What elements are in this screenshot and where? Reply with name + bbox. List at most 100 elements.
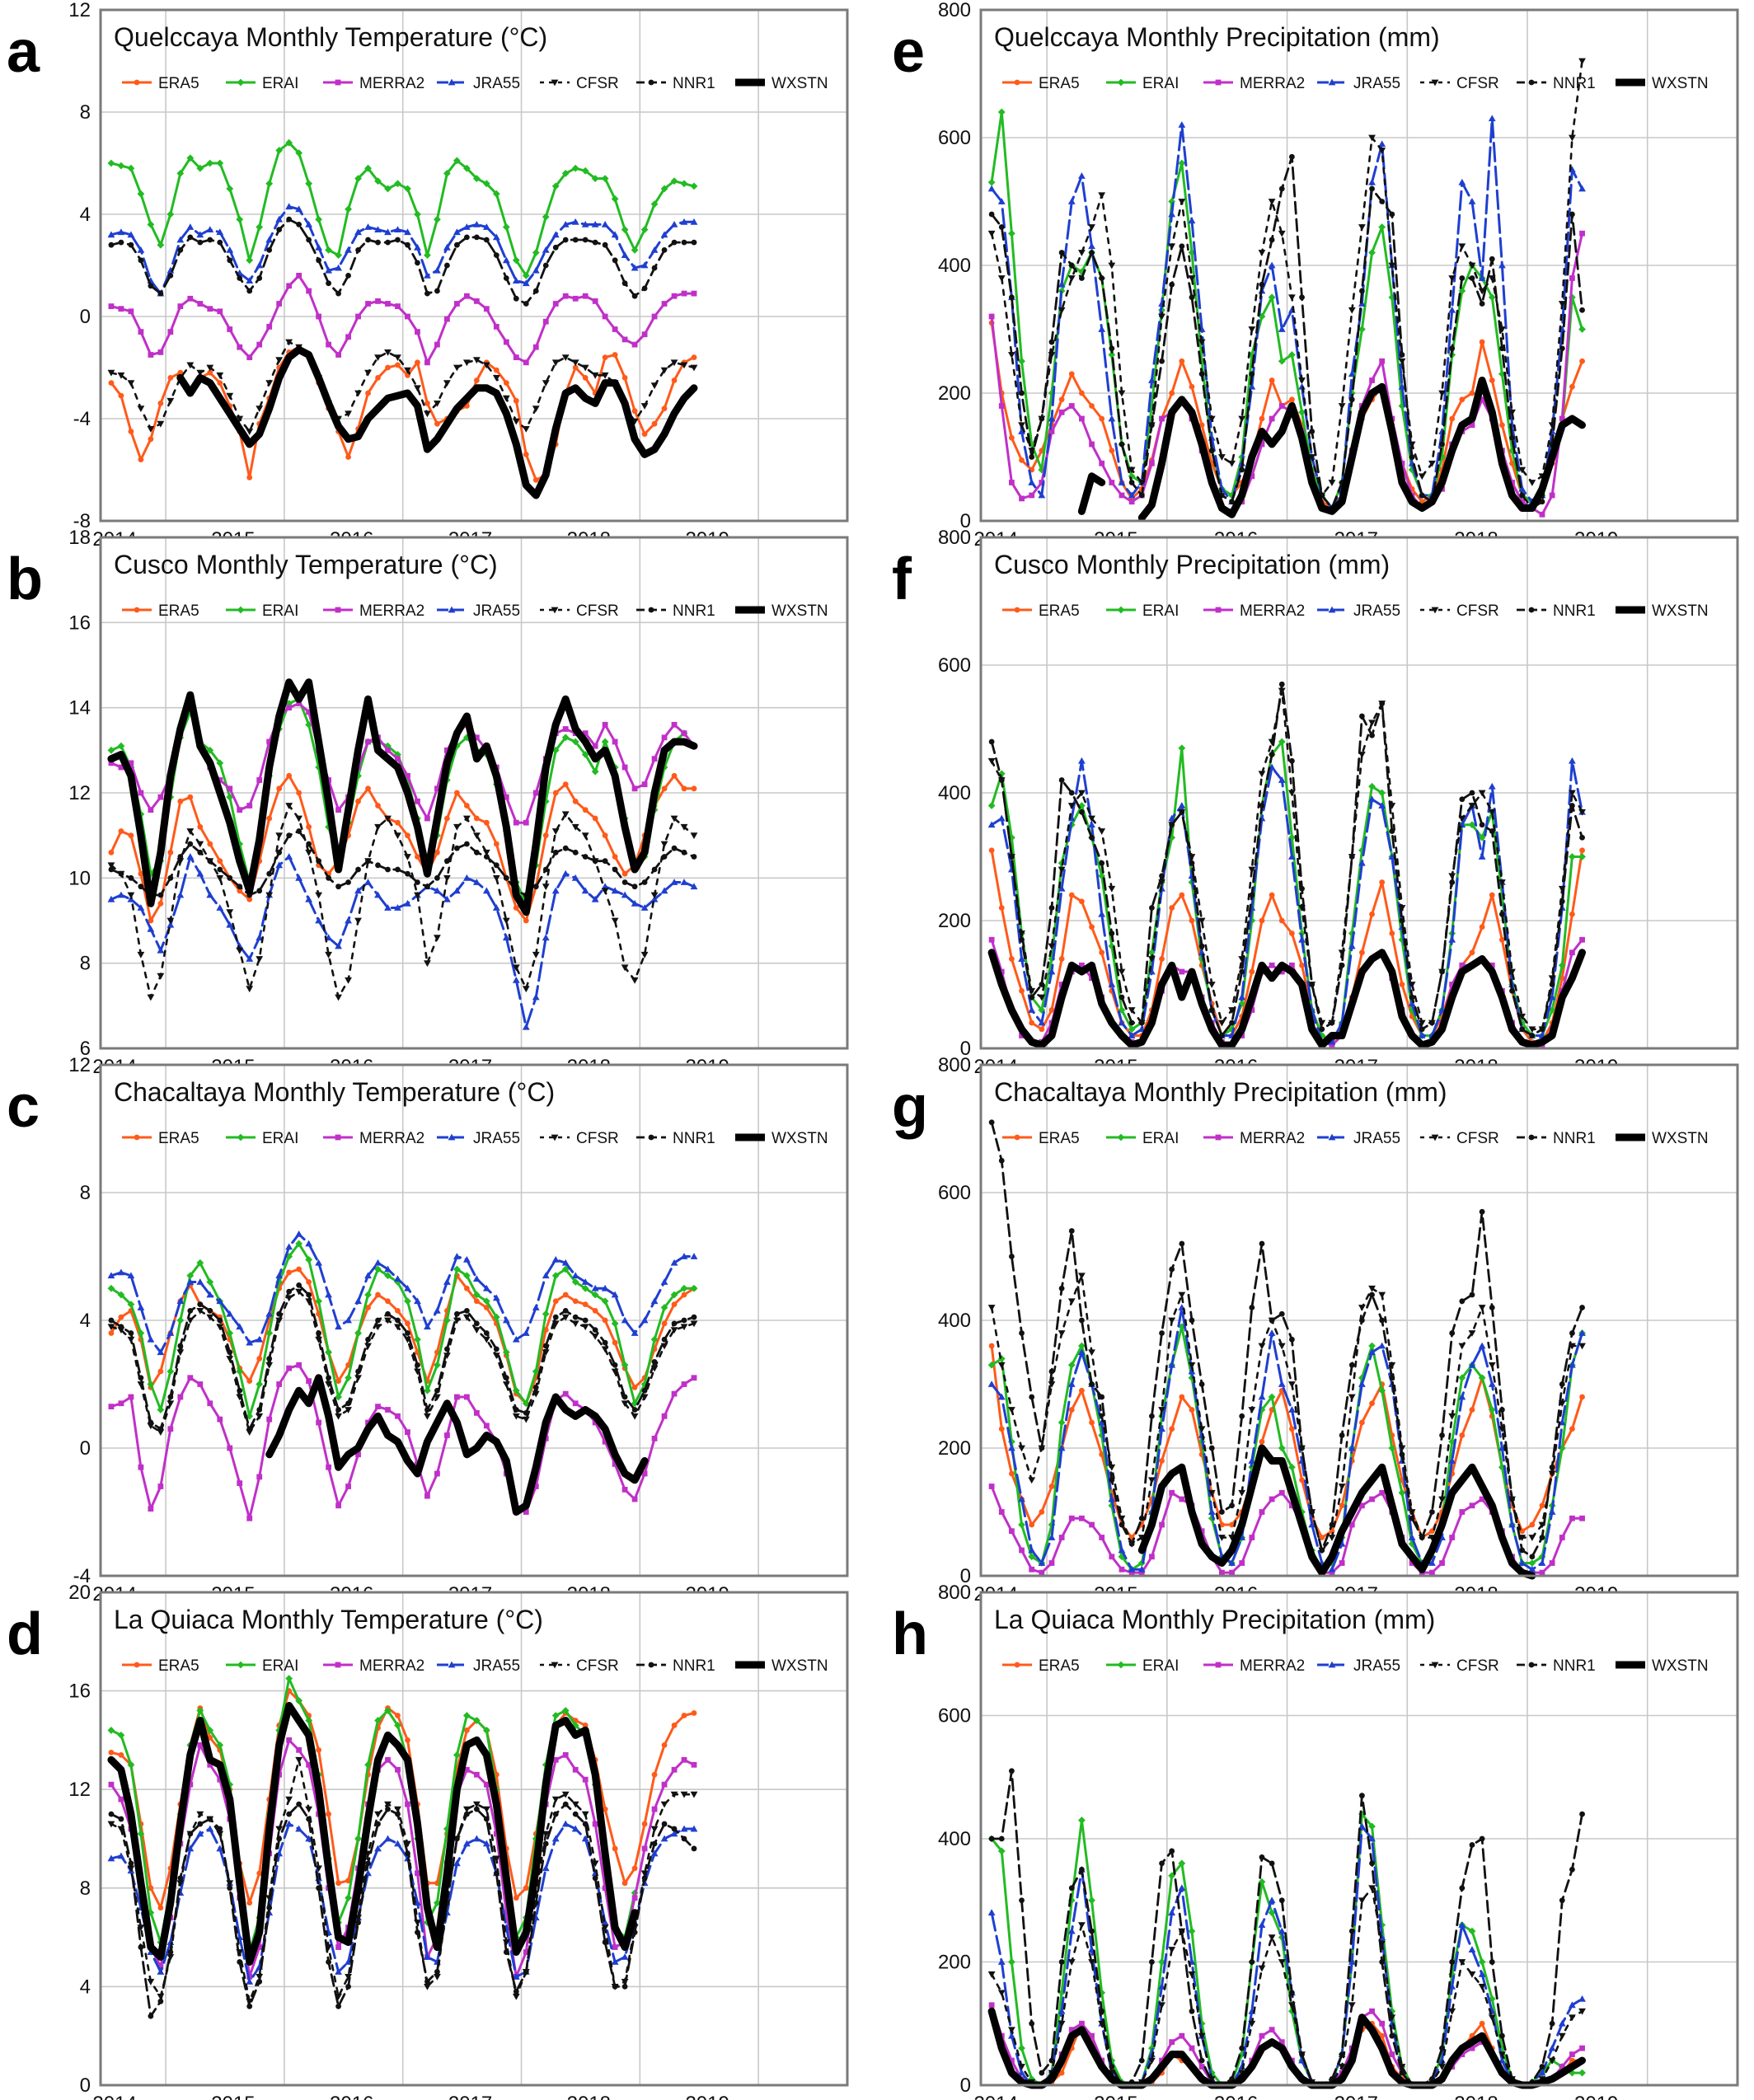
data-point [1578, 185, 1586, 192]
data-point [562, 293, 569, 299]
data-point [1348, 2002, 1356, 2009]
legend-label: MERRA2 [1240, 1130, 1305, 1147]
legend-label: MERRA2 [1240, 1657, 1305, 1675]
data-point [1067, 1380, 1076, 1387]
data-point [1048, 968, 1056, 975]
data-point [196, 841, 204, 848]
data-point [602, 1885, 608, 1891]
data-point [581, 221, 589, 227]
data-point [384, 904, 392, 911]
data-point [1269, 752, 1275, 757]
data-point [1128, 1032, 1136, 1038]
data-point [1439, 441, 1445, 448]
data-point [434, 1306, 441, 1314]
data-point [1459, 1298, 1466, 1305]
data-point [1219, 1521, 1225, 1528]
data-point [512, 256, 520, 265]
data-point [987, 802, 996, 809]
data-point [216, 1845, 224, 1852]
data-point [592, 858, 598, 865]
data-point [1358, 1822, 1366, 1830]
data-point [997, 1362, 1006, 1369]
data-point [197, 239, 204, 246]
data-point [1409, 1515, 1415, 1521]
data-point [1319, 1026, 1325, 1033]
data-point [305, 180, 313, 188]
data-point [542, 866, 549, 873]
series-line-merra2 [110, 1363, 696, 1520]
data-point [1369, 1400, 1375, 1407]
data-point [1408, 1000, 1416, 1007]
data-point [1088, 1896, 1095, 1905]
legend-item-erai: ERAI [1106, 75, 1179, 92]
data-point [295, 1230, 303, 1237]
data-point [680, 362, 688, 369]
data-point [660, 367, 668, 374]
data-point [1149, 1554, 1155, 1560]
data-point [1569, 211, 1575, 218]
data-point [551, 1835, 560, 1842]
data-point [306, 237, 312, 243]
data-point [602, 721, 608, 728]
legend-label: MERRA2 [1240, 75, 1305, 92]
series-wxstn [1077, 377, 1586, 522]
data-point [1068, 1515, 1075, 1521]
data-point [1479, 1496, 1485, 1502]
data-point [1137, 1025, 1146, 1033]
data-point [285, 203, 293, 210]
data-point [306, 823, 312, 830]
data-point [512, 964, 520, 972]
data-point [137, 1924, 145, 1932]
data-point [107, 1727, 115, 1734]
data-point [206, 1278, 214, 1286]
series-wxstn [987, 2007, 1586, 2089]
data-point [415, 329, 420, 335]
data-point [612, 257, 618, 264]
legend-item-wxstn: WXSTN [1616, 75, 1709, 92]
data-point [1018, 428, 1025, 434]
data-point [1379, 1489, 1386, 1496]
data-point [1058, 1330, 1066, 1337]
legend-label: JRA55 [473, 75, 520, 92]
data-point [256, 956, 264, 963]
data-point [1039, 480, 1045, 485]
data-point [581, 832, 589, 840]
data-point [1459, 396, 1466, 403]
data-point [512, 1386, 520, 1395]
data-point [335, 1323, 342, 1330]
data-point [147, 1380, 155, 1388]
legend-marker [237, 606, 245, 614]
data-point [1479, 339, 1485, 345]
data-point [542, 1272, 550, 1279]
data-point [1429, 1569, 1435, 1576]
data-point [1379, 1959, 1386, 1965]
data-point [681, 730, 687, 737]
panel-title: Chacaltaya Monthly Temperature (°C) [114, 1077, 555, 1107]
legend-item-wxstn: WXSTN [735, 1130, 828, 1147]
data-point [987, 1361, 996, 1369]
data-point [1189, 917, 1195, 924]
data-point [601, 175, 609, 182]
data-point [631, 408, 638, 415]
data-point [641, 1875, 648, 1882]
data-point [237, 888, 243, 894]
data-point [444, 262, 450, 269]
data-point [1168, 1872, 1176, 1880]
series-cfsr [987, 58, 1586, 499]
data-point [1079, 898, 1085, 905]
data-point [1559, 1381, 1565, 1387]
legend-marker [1215, 1662, 1222, 1668]
data-point [561, 1259, 570, 1266]
data-point [147, 1423, 155, 1430]
data-point [1079, 1866, 1085, 1873]
data-point [1409, 994, 1415, 1001]
legend-item-jra55: JRA55 [1317, 602, 1400, 620]
data-point [1028, 479, 1036, 485]
data-point [206, 159, 214, 167]
data-point [1338, 2064, 1346, 2070]
data-point [562, 237, 569, 243]
data-point [621, 1361, 629, 1369]
data-point [1458, 243, 1466, 251]
data-point [374, 1717, 382, 1724]
data-point [1439, 1560, 1445, 1566]
